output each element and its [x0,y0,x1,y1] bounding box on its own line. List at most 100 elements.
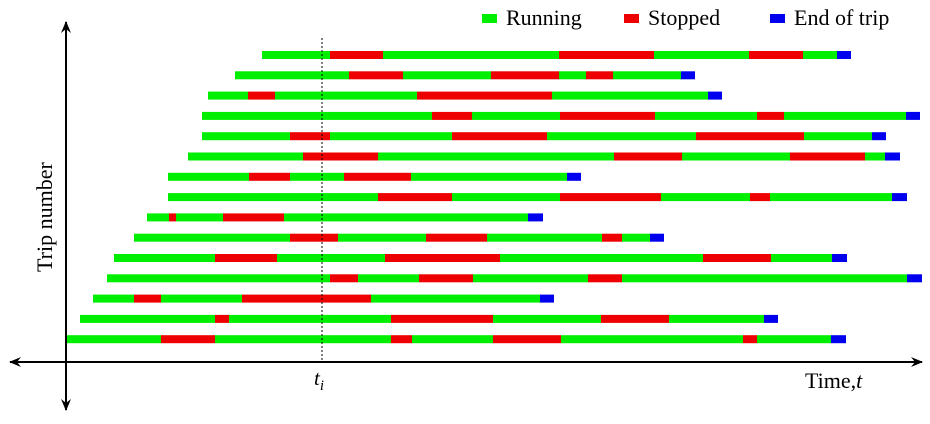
trip-7-segment-stopped [223,213,284,222]
trip-10-segment-running [682,152,790,161]
trip-15-segment-end [837,51,851,59]
trip-10-segment-running [188,152,303,161]
trip-3-segment-stopped [134,294,161,303]
trip-8-segment-stopped [560,193,661,202]
trip-11-segment-stopped [290,132,330,141]
trip-14-segment-running [403,71,491,80]
trip-4-segment-stopped [419,274,473,283]
trip-12-segment-running [472,111,560,120]
trip-9-segment-running [290,172,344,181]
legend-swatch-end [770,14,785,23]
legend-swatch-running [482,14,497,23]
trip-14-segment-running [613,71,681,80]
trip-10-segment-running [378,152,614,161]
trip-8-segment-running [452,193,560,202]
trip-12-segment-stopped [432,111,472,120]
trip-4-segment-running [107,274,330,283]
trip-bars [67,51,922,344]
trip-3-segment-stopped [242,294,371,303]
trip-8-segment-running [770,193,892,202]
trip-2-segment-stopped [391,314,493,323]
trip-8-segment-stopped [750,193,770,202]
trip-7-segment-running [176,213,223,222]
trip-13-segment-stopped [248,91,275,100]
trip-11-segment-running [804,132,872,141]
trip-2-segment-stopped [601,314,669,323]
trip-8-segment-end [892,193,907,202]
trip-4-segment-running [622,274,907,283]
trip-10-segment-stopped [303,152,378,161]
trip-1-segment-stopped [161,335,215,344]
trip-1-segment-running [561,335,743,344]
trip-12-segment-end [906,111,920,120]
trip-7-segment-running [147,213,169,222]
trip-4-segment-stopped [330,274,358,283]
trip-1-segment-running [67,335,161,344]
trip-11-segment-running [330,132,452,141]
trip-2-segment-end [764,314,778,323]
trip-4-segment-running [473,274,588,283]
trip-12-segment-stopped [560,111,655,120]
trip-6-segment-stopped [426,233,487,242]
trip-15-segment-running [654,51,749,59]
legend-swatch-stopped [624,14,639,23]
trip-1-segment-stopped [743,335,757,344]
trip-14-segment-end [681,71,695,80]
trip-9-segment-stopped [249,172,290,181]
trip-15-segment-stopped [559,51,654,59]
trip-4-segment-end [907,274,922,283]
trip-5-segment-running [277,254,385,262]
trip-13-segment-running [552,91,708,100]
trip-10-segment-stopped [614,152,682,161]
trip-2-segment-running [80,314,215,323]
trip-1-segment-running [215,335,391,344]
trip-3-segment-end [540,294,554,303]
trip-5-segment-end [832,254,847,262]
trip-2-segment-running [493,314,601,323]
trip-15-segment-stopped [330,51,383,59]
trip-10-segment-running [865,152,885,161]
trip-7-segment-stopped [169,213,176,222]
legend-label-stopped: Stopped [648,5,720,30]
trip-6-segment-stopped [602,233,622,242]
trip-1-segment-end [831,335,846,344]
trip-6-segment-running [622,233,650,242]
trip-6-segment-stopped [290,233,338,242]
legend-label-running: Running [506,5,582,30]
trip-10-segment-end [885,152,900,161]
trip-14-segment-stopped [491,71,559,80]
trip-13-segment-running [275,91,417,100]
trip-5-segment-running [114,254,215,262]
trip-11-segment-end [872,132,886,141]
trip-1-segment-running [757,335,831,344]
trip-15-segment-running [383,51,559,59]
trip-6-segment-running [338,233,426,242]
x-axis-label: Time,t [805,368,863,393]
trip-14-segment-running [235,71,349,80]
trip-5-segment-stopped [215,254,277,262]
trip-6-segment-running [134,233,290,242]
y-axis-label: Trip number [32,162,57,272]
trip-1-segment-running [412,335,493,344]
trip-8-segment-running [661,193,750,202]
trip-7-segment-end [528,213,543,222]
trip-3-segment-running [371,294,540,303]
trip-4-segment-stopped [588,274,622,283]
trip-5-segment-stopped [385,254,500,262]
trip-11-segment-stopped [452,132,547,141]
trip-3-segment-running [93,294,134,303]
trip-9-segment-stopped [344,172,411,181]
trip-11-segment-stopped [696,132,804,141]
legend: Running Stopped End of trip [482,5,889,30]
trip-10-segment-stopped [790,152,865,161]
trip-2-segment-running [669,314,764,323]
trip-11-segment-running [547,132,696,141]
trip-4-segment-running [358,274,419,283]
trip-7-segment-running [284,213,528,222]
legend-label-end: End of trip [794,5,889,30]
trip-9-segment-running [411,172,567,181]
trip-1-segment-stopped [391,335,412,344]
trip-6-segment-end [650,233,664,242]
trip-14-segment-running [559,71,586,80]
